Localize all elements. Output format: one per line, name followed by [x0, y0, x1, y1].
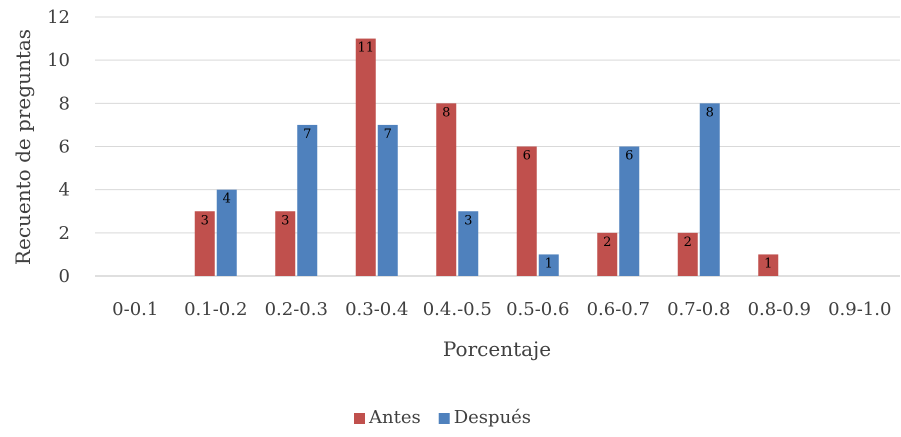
- data-label: 2: [684, 235, 692, 250]
- y-tick-label: 8: [59, 93, 70, 114]
- data-label: 3: [201, 213, 209, 228]
- data-label: 7: [303, 127, 311, 142]
- x-tick-label: 0.9-1.0: [828, 299, 891, 320]
- bar-antes: [194, 211, 215, 276]
- y-tick-label: 0: [59, 266, 70, 287]
- bar-después: [297, 124, 318, 277]
- bars: [194, 38, 779, 277]
- bar-antes: [436, 103, 457, 276]
- bar-antes: [758, 254, 779, 276]
- data-label: 4: [223, 192, 231, 207]
- data-label: 6: [625, 149, 633, 164]
- data-label: 11: [357, 41, 374, 56]
- x-tick-label: 0.6-0.7: [587, 299, 650, 320]
- y-axis-title: Recuento de preguntas: [11, 29, 35, 265]
- bar-antes: [355, 38, 376, 277]
- y-tick-label: 4: [59, 180, 70, 201]
- data-label: 1: [764, 256, 772, 271]
- data-label: 6: [523, 149, 531, 164]
- y-axis-ticks: 0 2 4 6 8 10 12: [47, 7, 70, 287]
- data-label: 8: [706, 105, 714, 120]
- data-label: 8: [442, 105, 450, 120]
- bar-después: [619, 146, 640, 276]
- data-label: 7: [384, 127, 392, 142]
- x-tick-label: 0-0.1: [112, 299, 158, 320]
- data-label: 1: [545, 256, 553, 271]
- gridlines: [95, 16, 900, 277]
- bar-después: [377, 124, 398, 277]
- data-label: 3: [464, 213, 472, 228]
- y-tick-label: 12: [47, 7, 70, 28]
- bar-antes: [516, 146, 537, 276]
- y-tick-label: 10: [47, 50, 70, 71]
- x-tick-label: 0.8-0.9: [748, 299, 811, 320]
- y-tick-label: 6: [59, 137, 70, 158]
- bar-antes: [597, 232, 618, 276]
- data-labels: 3 3 11 8 6 2 2 1 4 7 7 3 1 6 8: [201, 41, 773, 272]
- x-tick-label: 0.4.-0.5: [423, 299, 492, 320]
- bar-antes: [677, 232, 698, 276]
- x-tick-label: 0.1-0.2: [184, 299, 247, 320]
- data-label: 3: [281, 213, 289, 228]
- legend-swatch-antes: [354, 413, 365, 424]
- bar-antes: [275, 211, 296, 276]
- x-tick-label: 0.3-0.4: [345, 299, 408, 320]
- bar-después: [699, 103, 720, 276]
- x-axis-title: Porcentaje: [443, 337, 551, 361]
- bar-después: [538, 254, 559, 276]
- x-axis-ticks: 0-0.1 0.1-0.2 0.2-0.3 0.3-0.4 0.4.-0.5 0.5-0.…: [112, 299, 891, 320]
- legend-swatch-después: [438, 413, 450, 424]
- x-tick-label: 0.2-0.3: [265, 299, 328, 320]
- y-tick-label: 2: [59, 223, 70, 244]
- bar-después: [458, 211, 479, 276]
- x-tick-label: 0.7-0.8: [667, 299, 730, 320]
- legend-label: Después: [454, 407, 531, 428]
- bar-después: [216, 189, 237, 276]
- legend: Antes Después: [354, 407, 531, 428]
- legend-label: Antes: [368, 407, 421, 428]
- x-tick-label: 0.5-0.6: [506, 299, 569, 320]
- data-label: 2: [603, 235, 611, 250]
